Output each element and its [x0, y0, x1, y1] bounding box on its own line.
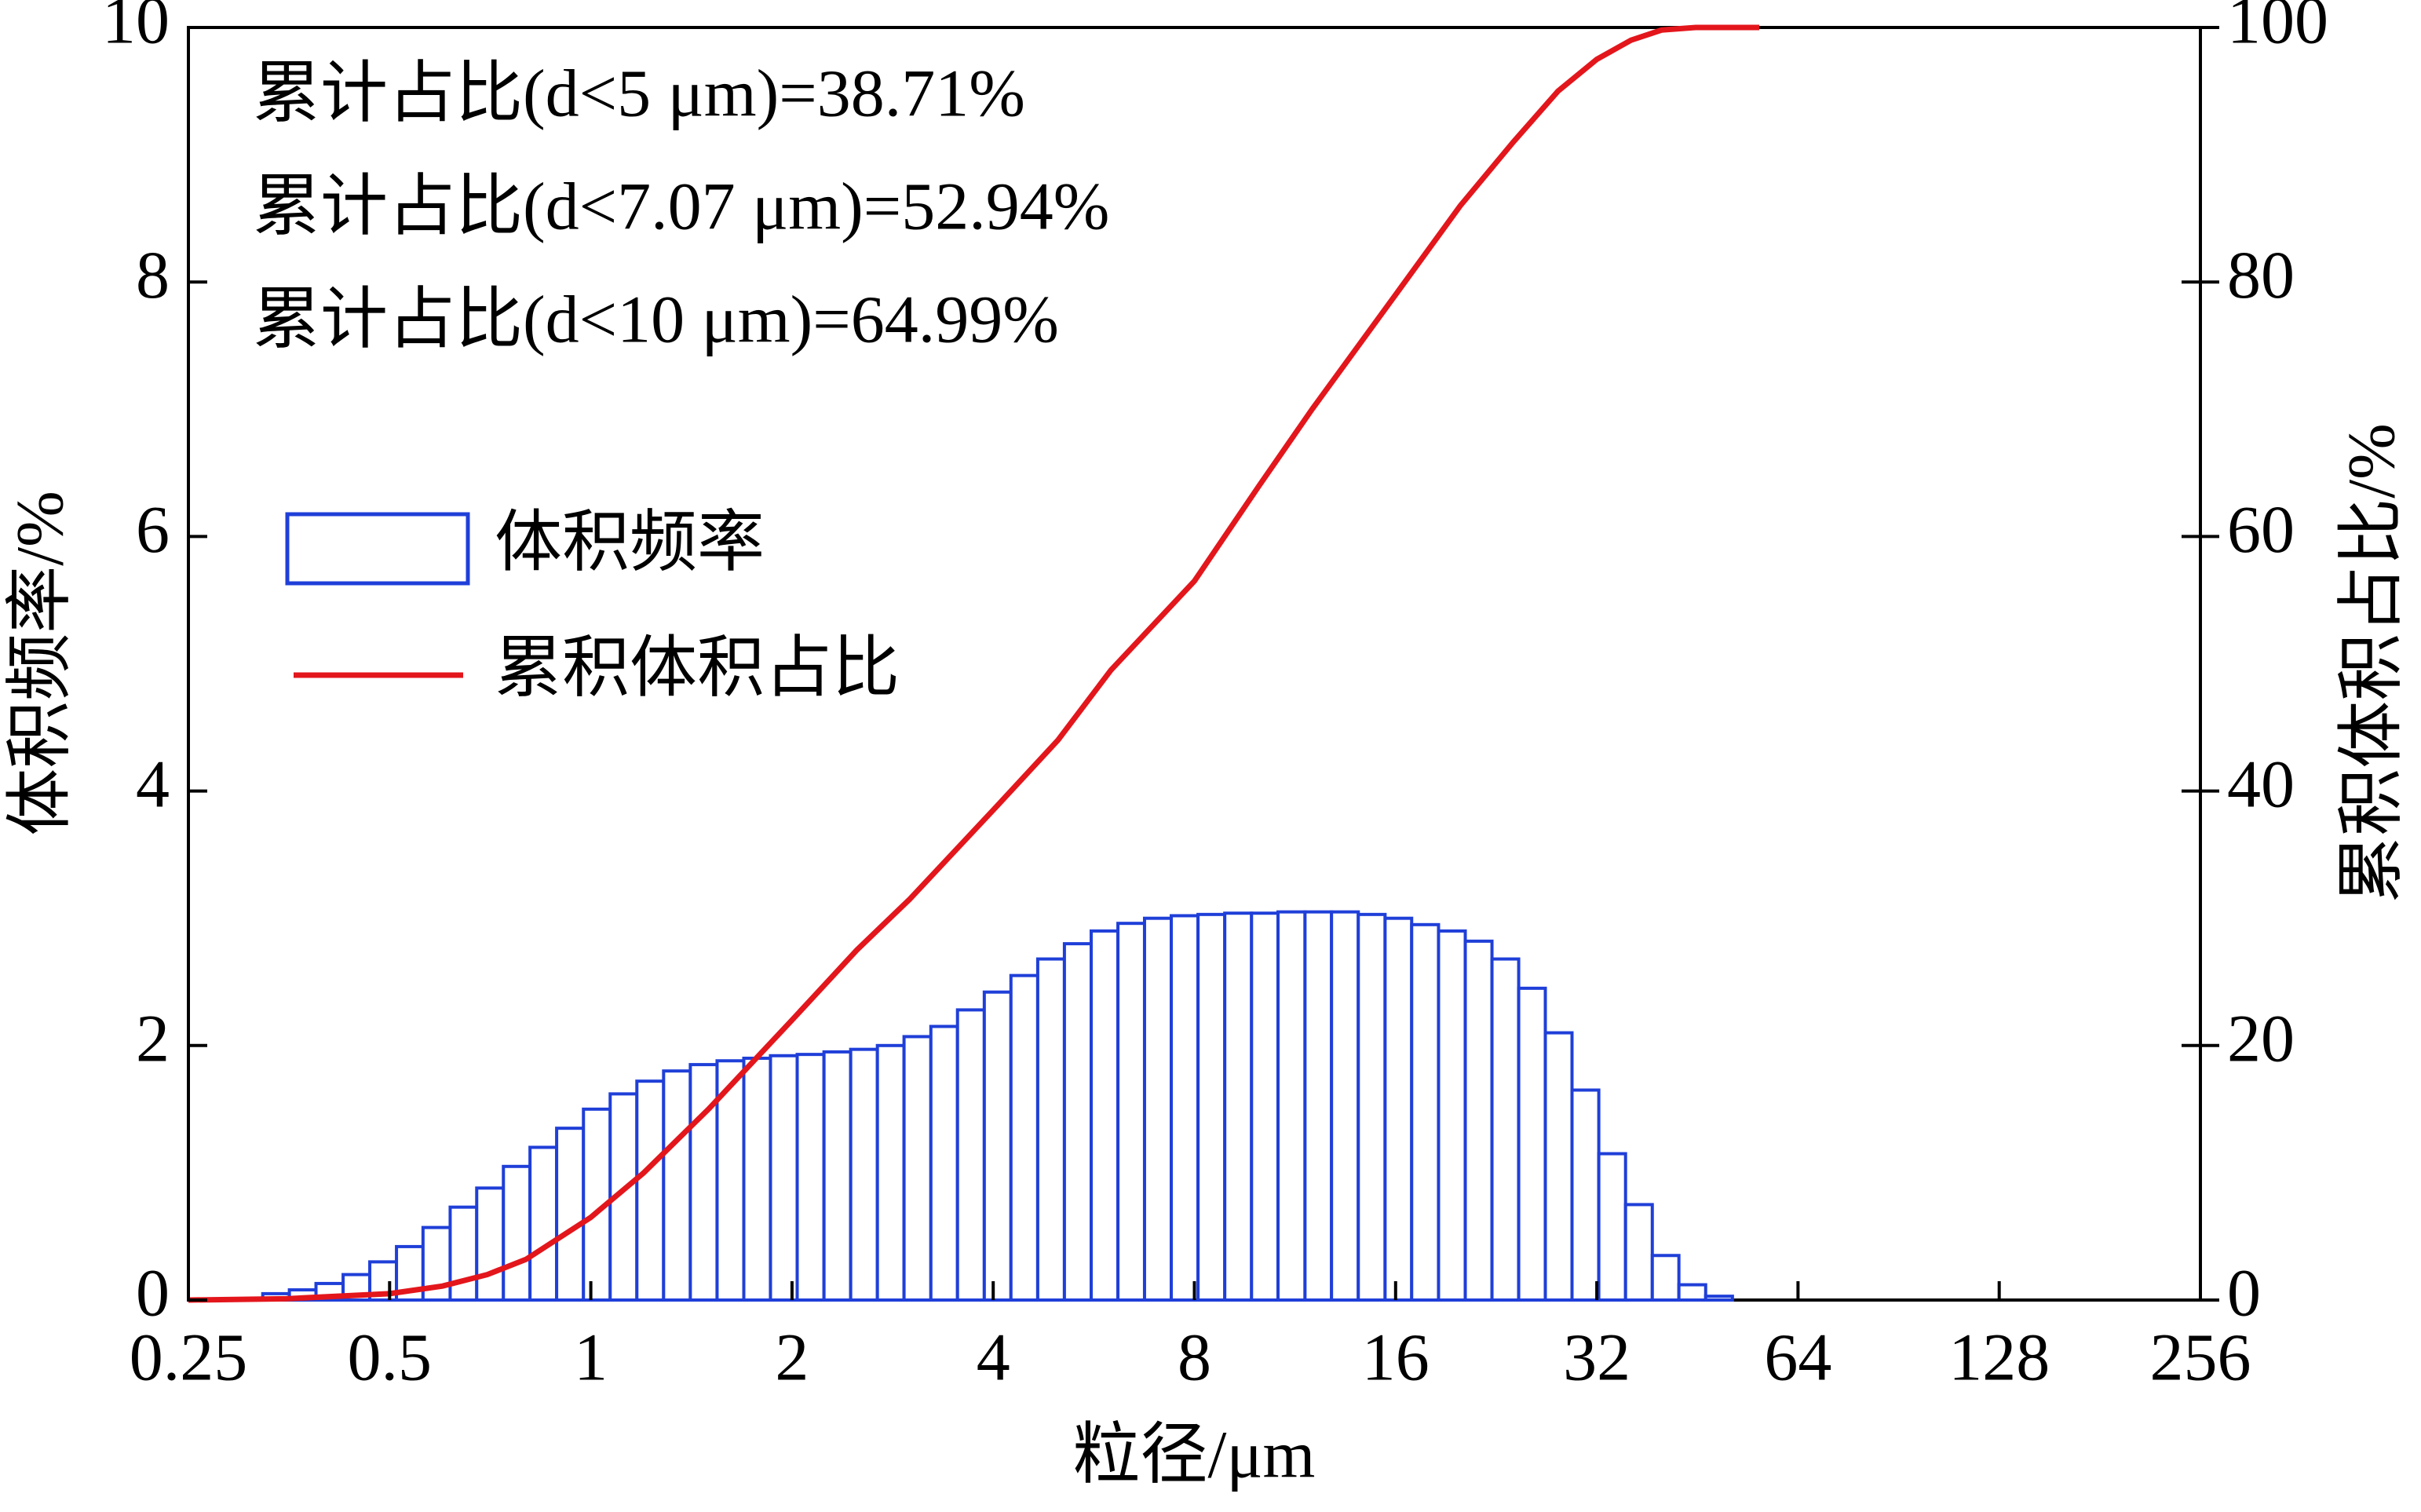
x-tick-label: 32: [1563, 1320, 1630, 1395]
y2-tick-label: 100: [2227, 0, 2328, 58]
bar: [502, 1164, 532, 1302]
bar: [448, 1205, 479, 1302]
bar: [1570, 1088, 1601, 1302]
x-tick-label: 1: [574, 1320, 608, 1395]
bar: [1383, 916, 1414, 1302]
y-tick-label: 2: [136, 1001, 170, 1076]
x-axis-label: 粒径/μm: [1073, 1417, 1316, 1492]
x-tick-label: 64: [1764, 1320, 1831, 1395]
y2-axis-label: 累积体积占比/%: [2334, 423, 2409, 904]
bar: [982, 990, 1013, 1302]
bar: [715, 1059, 746, 1302]
y2-tick-label: 40: [2227, 746, 2295, 821]
x-tick-label: 256: [2150, 1320, 2251, 1395]
legend-label: 体积频率: [495, 505, 765, 580]
bar: [955, 1008, 986, 1302]
legend-label: 累积体积占比: [495, 630, 900, 706]
y-tick-label: 8: [136, 237, 170, 312]
bar: [1517, 986, 1547, 1302]
bar: [1437, 929, 1467, 1302]
x-tick-label: 128: [1948, 1320, 2050, 1395]
bar: [1035, 957, 1066, 1302]
x-tick-label: 0.5: [348, 1320, 433, 1395]
x-tick-label: 16: [1362, 1320, 1430, 1395]
bar: [528, 1145, 559, 1302]
bar: [822, 1050, 853, 1302]
bar: [1196, 912, 1227, 1302]
annotation: 累计占比(d<10 μm)=64.99%: [253, 282, 1059, 357]
bar: [1490, 957, 1521, 1302]
bar: [1142, 916, 1174, 1302]
y2-tick-label: 60: [2227, 491, 2295, 567]
bar: [1410, 922, 1441, 1302]
bar: [742, 1057, 772, 1302]
y2-tick-label: 80: [2227, 237, 2295, 312]
x-tick-label: 8: [1178, 1320, 1211, 1395]
bar: [769, 1054, 799, 1302]
bar: [1062, 942, 1094, 1302]
bar: [1170, 914, 1200, 1302]
bar: [1090, 929, 1120, 1302]
legend-swatch: [285, 512, 470, 586]
y-tick-label: 6: [136, 491, 170, 567]
y2-tick-label: 20: [2227, 1001, 2295, 1076]
bar: [1677, 1283, 1707, 1302]
bar: [1597, 1152, 1627, 1302]
y-tick-label: 10: [102, 0, 170, 58]
bar: [1303, 910, 1334, 1302]
bar: [1116, 922, 1146, 1302]
bar: [635, 1079, 666, 1302]
bar: [555, 1127, 586, 1302]
bar: [475, 1186, 506, 1302]
bar: [1463, 939, 1494, 1302]
cumulative-line: [188, 24, 1760, 1303]
annotation: 累计占比(d<5 μm)=38.71%: [253, 56, 1025, 131]
bar: [1543, 1031, 1574, 1302]
bar: [1623, 1203, 1654, 1302]
y2-tick-label: 0: [2227, 1255, 2261, 1331]
bar: [1650, 1254, 1681, 1302]
bar: [1250, 911, 1280, 1302]
bar: [1357, 912, 1387, 1302]
annotation: 累计占比(d<7.07 μm)=52.94%: [253, 169, 1109, 244]
x-tick-label: 0.25: [130, 1320, 248, 1395]
y-axis-label: 体积频率/%: [2, 491, 78, 836]
bar: [1330, 910, 1360, 1302]
bar: [662, 1069, 692, 1302]
y-tick-label: 4: [136, 746, 170, 821]
x-tick-label: 4: [977, 1320, 1010, 1395]
bar: [1276, 910, 1307, 1302]
bar: [1009, 973, 1039, 1302]
bar: [688, 1063, 719, 1302]
bar: [795, 1053, 826, 1302]
x-tick-label: 2: [775, 1320, 809, 1395]
bar: [929, 1024, 959, 1302]
bar: [1223, 911, 1254, 1302]
bar: [902, 1035, 933, 1302]
bar: [1703, 1295, 1734, 1302]
bar: [875, 1043, 906, 1302]
bar: [849, 1047, 879, 1302]
y-tick-label: 0: [136, 1255, 170, 1331]
